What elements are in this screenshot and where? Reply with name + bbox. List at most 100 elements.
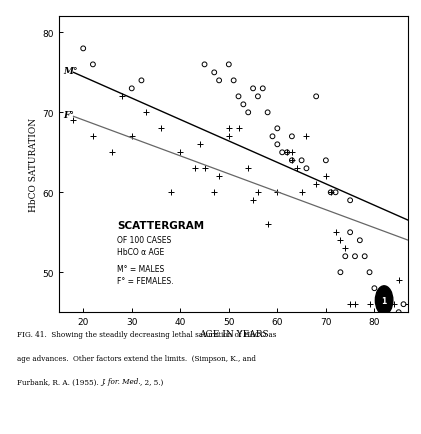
Point bbox=[357, 237, 363, 244]
Point bbox=[192, 165, 198, 172]
Point bbox=[245, 165, 252, 172]
Point bbox=[288, 149, 295, 156]
Point bbox=[167, 189, 174, 196]
Point bbox=[313, 181, 320, 188]
Point bbox=[347, 229, 354, 236]
Point bbox=[347, 197, 354, 204]
Point bbox=[381, 309, 387, 316]
Point bbox=[230, 78, 237, 85]
Point bbox=[211, 70, 218, 77]
Text: F°: F° bbox=[63, 111, 74, 120]
Point bbox=[80, 46, 87, 53]
Point bbox=[274, 189, 281, 196]
Point bbox=[284, 149, 290, 156]
Point bbox=[303, 165, 310, 172]
Point bbox=[211, 189, 218, 196]
Point bbox=[201, 62, 208, 69]
Point bbox=[119, 94, 125, 101]
Point bbox=[216, 174, 222, 181]
Point bbox=[395, 309, 402, 316]
Point bbox=[357, 317, 363, 324]
Point bbox=[288, 158, 295, 164]
Circle shape bbox=[376, 286, 393, 315]
Point bbox=[395, 277, 402, 284]
Point bbox=[371, 285, 378, 292]
Point bbox=[225, 62, 232, 69]
Point bbox=[328, 189, 334, 196]
Point bbox=[332, 229, 339, 236]
Point bbox=[298, 189, 305, 196]
Point bbox=[128, 134, 135, 141]
X-axis label: AGE IN YEARS: AGE IN YEARS bbox=[199, 329, 269, 338]
Point bbox=[288, 134, 295, 141]
Point bbox=[250, 85, 256, 92]
Text: HbCO α AGE: HbCO α AGE bbox=[117, 248, 165, 257]
Point bbox=[352, 253, 358, 260]
Point bbox=[138, 78, 145, 85]
Point bbox=[361, 253, 368, 260]
Point bbox=[366, 269, 373, 276]
Point bbox=[250, 197, 256, 204]
Point bbox=[245, 110, 252, 117]
Point bbox=[303, 134, 310, 141]
Point bbox=[390, 301, 397, 308]
Point bbox=[143, 110, 150, 117]
Point bbox=[255, 94, 261, 101]
Point bbox=[269, 134, 276, 141]
Point bbox=[352, 301, 358, 308]
Point bbox=[259, 85, 266, 92]
Text: FIG. 41.  Showing the steadily decreasing lethal saturation of HbCO as: FIG. 41. Showing the steadily decreasing… bbox=[17, 330, 276, 338]
Point bbox=[347, 301, 354, 308]
Point bbox=[342, 253, 349, 260]
Point bbox=[70, 118, 77, 125]
Point bbox=[264, 221, 271, 228]
Point bbox=[279, 149, 285, 156]
Y-axis label: HbCO SATURATION: HbCO SATURATION bbox=[29, 118, 38, 212]
Text: OF 100 CASES: OF 100 CASES bbox=[117, 235, 171, 244]
Point bbox=[235, 94, 242, 101]
Text: SCATTERGRAM: SCATTERGRAM bbox=[117, 221, 204, 231]
Point bbox=[400, 301, 407, 308]
Point bbox=[293, 165, 300, 172]
Point bbox=[274, 125, 281, 132]
Point bbox=[225, 125, 232, 132]
Text: J. for. Med.: J. for. Med. bbox=[101, 378, 141, 385]
Point bbox=[157, 125, 164, 132]
Point bbox=[284, 149, 290, 156]
Point bbox=[337, 269, 344, 276]
Point bbox=[405, 301, 412, 308]
Point bbox=[390, 317, 397, 324]
Point bbox=[274, 141, 281, 148]
Point bbox=[240, 102, 247, 108]
Point bbox=[342, 245, 349, 252]
Point bbox=[90, 62, 96, 69]
Point bbox=[381, 325, 387, 332]
Point bbox=[128, 85, 135, 92]
Text: Furbank, R. A. (1955).: Furbank, R. A. (1955). bbox=[17, 378, 101, 385]
Point bbox=[255, 189, 261, 196]
Point bbox=[264, 110, 271, 117]
Point bbox=[386, 301, 392, 308]
Text: age advances.  Other factors extend the limits.  (Simpson, K., and: age advances. Other factors extend the l… bbox=[17, 354, 256, 362]
Text: , 2, 5.): , 2, 5.) bbox=[141, 378, 164, 385]
Point bbox=[298, 158, 305, 164]
Point bbox=[313, 94, 320, 101]
Point bbox=[216, 78, 222, 85]
Point bbox=[196, 141, 203, 148]
Point bbox=[225, 134, 232, 141]
Point bbox=[201, 165, 208, 172]
Point bbox=[322, 174, 329, 181]
Text: 1: 1 bbox=[381, 296, 387, 305]
Point bbox=[332, 189, 339, 196]
Text: M°: M° bbox=[63, 67, 77, 76]
Point bbox=[366, 301, 373, 308]
Point bbox=[322, 158, 329, 164]
Point bbox=[337, 237, 344, 244]
Point bbox=[235, 125, 242, 132]
Text: F° = FEMALES.: F° = FEMALES. bbox=[117, 276, 174, 286]
Point bbox=[328, 189, 334, 196]
Point bbox=[177, 149, 184, 156]
Point bbox=[90, 134, 96, 141]
Text: M° = MALES: M° = MALES bbox=[117, 265, 165, 273]
Point bbox=[109, 149, 116, 156]
